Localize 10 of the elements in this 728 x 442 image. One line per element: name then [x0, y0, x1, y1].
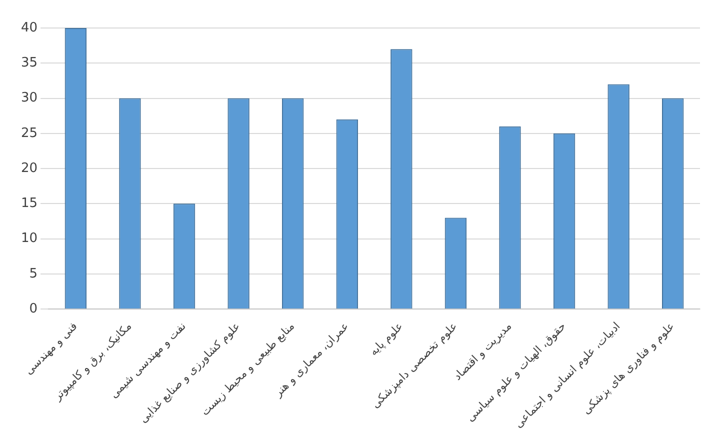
y-tick-label: 20	[20, 160, 38, 176]
y-tick-label: 0	[29, 301, 38, 316]
y-tick-label: 40	[20, 20, 38, 36]
y-tick-label: 25	[20, 126, 38, 141]
y-tick-label: 35	[20, 56, 38, 71]
x-tick-label: علوم پایه	[366, 320, 406, 358]
y-tick-label: 10	[20, 231, 38, 246]
y-tick-label: 30	[20, 90, 38, 106]
y-tick-label: 15	[20, 196, 38, 212]
y-tick-label: 5	[29, 266, 38, 282]
